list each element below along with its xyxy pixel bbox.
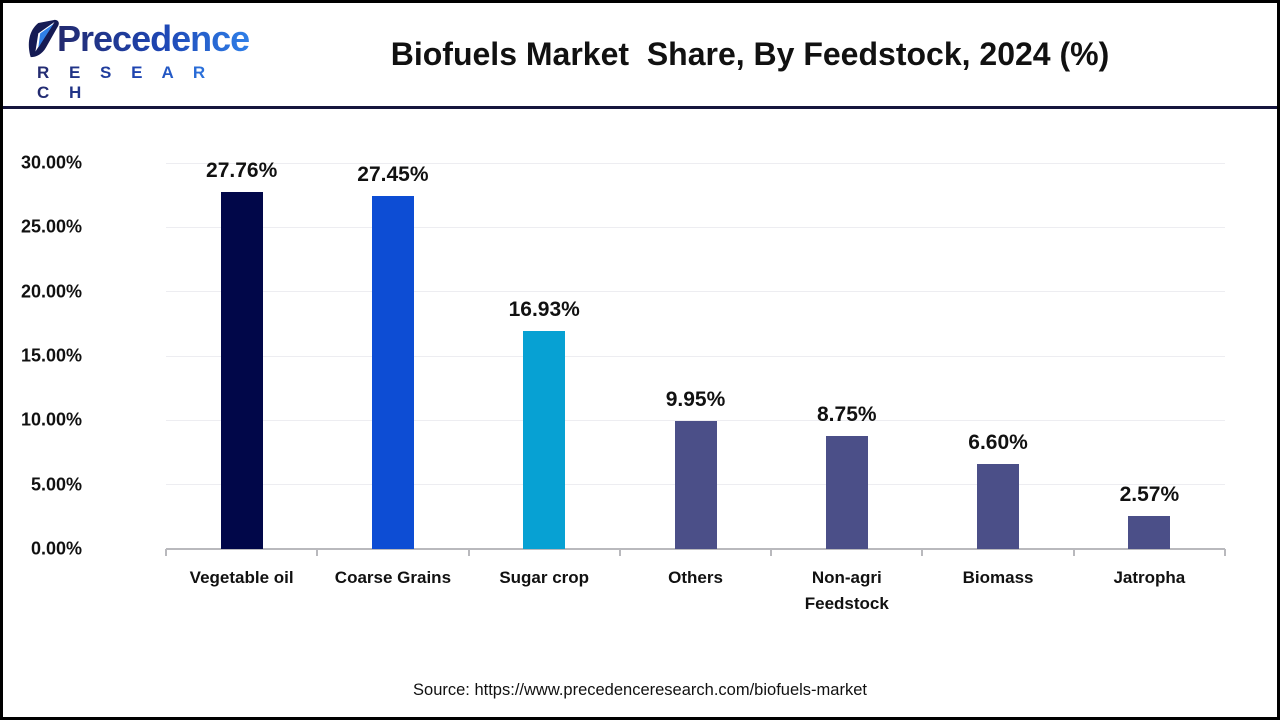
y-axis-tick-label: 10.00% [20, 409, 82, 430]
bar-value-label: 2.57% [1119, 482, 1180, 506]
bar [523, 331, 566, 549]
bar-value-label: 16.93% [508, 298, 580, 322]
header-divider [3, 106, 1277, 109]
bar-value-label: 9.95% [665, 387, 726, 411]
bar-chart-plot-area: 0.00% 5.00% 10.00% 15.00% 20.00% 25.00% 30.00%… [21, 153, 1226, 613]
y-axis-tick-label: 5.00% [30, 474, 82, 495]
x-axis-category-label: Non-agri Feedstock [804, 568, 889, 613]
gridline [166, 419, 1225, 421]
x-axis-category-label: Jatropha [1113, 568, 1186, 587]
gridline [166, 162, 1225, 164]
y-axis-tick-label: 20.00% [20, 281, 82, 302]
y-axis-tick-label: 30.00% [20, 152, 82, 173]
header: Precedence R E S E A R C H Biofuels Mark… [3, 3, 1277, 106]
gridline [166, 355, 1225, 357]
axis-tick [1072, 549, 1075, 556]
y-axis-tick-label: 15.00% [20, 345, 82, 366]
bar [977, 464, 1020, 549]
axis-tick [770, 549, 773, 556]
gridline [166, 291, 1225, 293]
axis-tick [316, 549, 319, 556]
x-axis-category-label: Others [668, 568, 723, 587]
x-axis-line [166, 548, 1225, 550]
bar-value-label: 27.45% [357, 162, 429, 186]
axis-tick [921, 549, 924, 556]
x-axis-category-label: Coarse Grains [334, 568, 452, 587]
logo-subname-text: R E S E A R C H [37, 63, 225, 103]
bar [220, 191, 263, 549]
bar [674, 420, 717, 549]
x-axis-category-label: Biomass [962, 568, 1034, 587]
y-axis-tick-label: 0.00% [30, 538, 82, 559]
gridline [166, 226, 1225, 228]
y-axis-tick-label: 25.00% [20, 216, 82, 237]
bar-value-label: 27.76% [206, 158, 278, 182]
precedence-logo: Precedence R E S E A R C H [25, 19, 250, 103]
bar-value-label: 6.60% [968, 431, 1028, 455]
precedence-logo-icon [28, 19, 59, 58]
x-axis-category-label: Vegetable oil [189, 568, 294, 587]
bar [1128, 515, 1171, 549]
axis-tick [165, 549, 167, 556]
logo-name-text: Precedence [57, 18, 250, 59]
axis-tick [467, 549, 470, 556]
bar [825, 436, 868, 549]
axis-tick [1224, 549, 1226, 556]
source-text: Source: https://www.precedenceresearch.c… [413, 681, 867, 699]
chart-title: Biofuels Market Share, By Feedstock, 202… [390, 36, 1110, 72]
bar-value-label: 8.75% [817, 403, 877, 427]
bar [371, 195, 414, 549]
axis-tick [618, 549, 621, 556]
x-axis-category-label: Sugar crop [499, 568, 590, 587]
